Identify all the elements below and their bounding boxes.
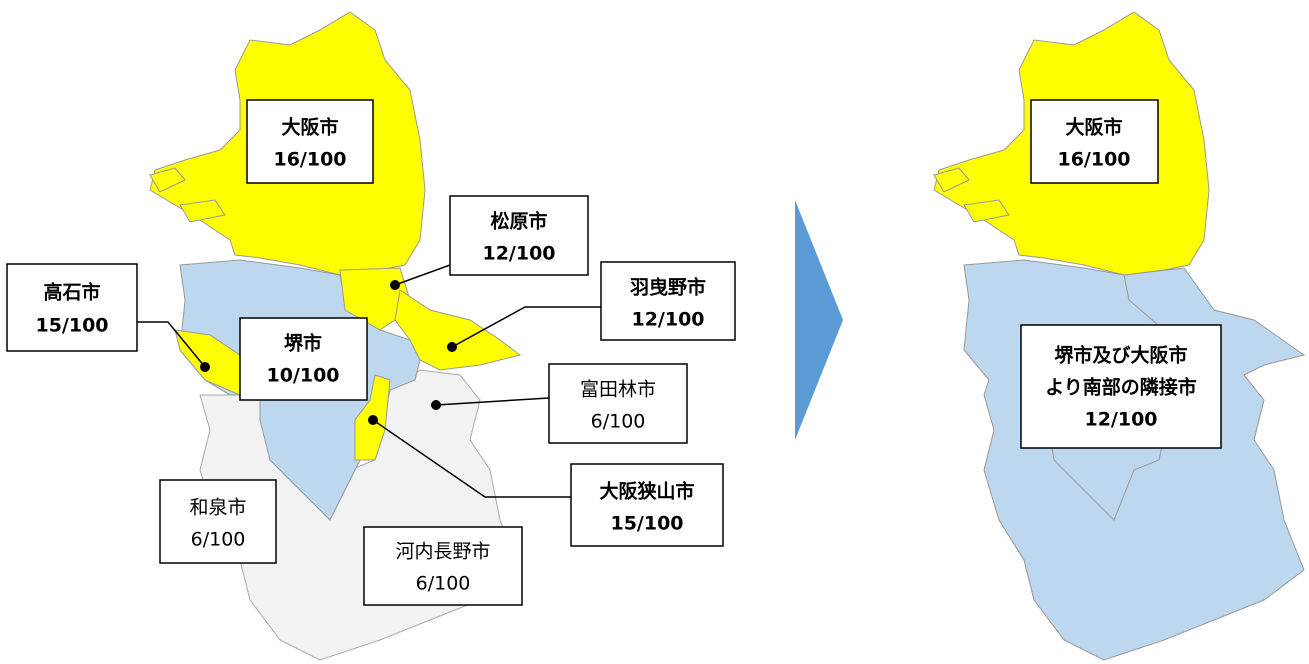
name: 大阪市 (1065, 116, 1122, 139)
label: 堺市 10/100 (239, 317, 368, 401)
label: 堺市及び大阪市 より南部の隣接市 12/100 (1020, 324, 1222, 449)
name: 富田林市 (580, 379, 656, 401)
name-line: 堺市及び大阪市 (1054, 344, 1187, 367)
ratio: 15/100 (35, 315, 108, 337)
label: 大阪市 16/100 (1030, 99, 1159, 184)
ratio: 10/100 (266, 365, 339, 387)
name: 羽曳野市 (630, 276, 706, 299)
leaders (137, 264, 601, 498)
label: 松原市 12/100 (449, 195, 589, 276)
name: 大阪狭山市 (599, 480, 694, 503)
ratio: 6/100 (591, 411, 646, 433)
ratio: 6/100 (191, 529, 246, 551)
label: 富田林市 6/100 (548, 363, 688, 444)
ratio: 16/100 (273, 149, 346, 171)
ratio: 12/100 (482, 243, 555, 265)
label: 和泉市 6/100 (159, 479, 277, 564)
right-map: 大阪市 16/100 堺市及び大阪市 より南部の隣接市 12/100 (933, 11, 1306, 661)
name-line: より南部の隣接市 (1045, 376, 1197, 399)
label: 大阪狭山市 15/100 (570, 463, 724, 547)
ratio: 6/100 (416, 573, 471, 595)
arrow (795, 200, 843, 440)
ratio: 15/100 (610, 513, 683, 535)
ratio: 12/100 (631, 309, 704, 331)
name: 河内長野市 (395, 541, 490, 563)
ratio: 12/100 (1084, 409, 1157, 431)
label: 河内長野市 6/100 (363, 526, 523, 606)
name: 高石市 (43, 281, 100, 304)
habikino (394, 289, 522, 371)
south-area (963, 259, 1306, 661)
name: 松原市 (490, 210, 547, 233)
label: 大阪市 16/100 (246, 99, 374, 184)
ratio: 16/100 (1057, 149, 1130, 171)
name: 和泉市 (189, 497, 246, 519)
label: 高石市 15/100 (6, 263, 138, 352)
label: 羽曳野市 12/100 (600, 261, 736, 341)
left-map: 大阪市 16/100 松原市 12/100 羽曳野市 12/100 高石市 15… (6, 11, 736, 661)
name: 大阪市 (281, 116, 338, 139)
name: 堺市 (284, 332, 322, 355)
